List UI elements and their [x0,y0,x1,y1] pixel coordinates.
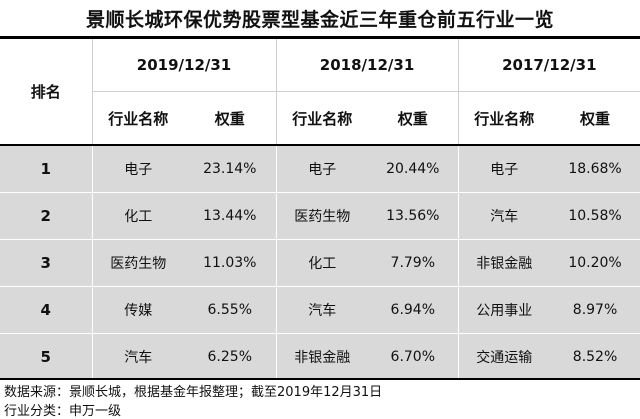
table-row: 1 电子 23.14% 电子 20.44% 电子 18.68% [0,144,640,193]
rank-cell: 5 [0,333,92,380]
weight-cell: 6.94% [368,286,459,334]
weight-cell: 11.03% [184,239,277,287]
industry-header: 行业名称 [457,91,551,146]
weight-cell: 6.25% [184,333,277,380]
industry-cell: 医药生物 [275,192,369,240]
rank-cell: 2 [0,192,92,240]
industry-cell: 非银金融 [275,333,369,380]
industry-cell: 非银金融 [457,239,551,287]
classification-note: 行业分类：申万一级 [4,404,122,419]
top-rule [0,36,640,39]
industry-cell: 传媒 [91,286,184,334]
industry-header: 行业名称 [91,91,184,146]
weight-header: 权重 [550,91,640,146]
rank-cell: 4 [0,286,92,334]
rank-header: 排名 [0,39,92,146]
industry-cell: 汽车 [91,333,184,380]
industry-header: 行业名称 [275,91,369,146]
weight-cell: 8.97% [550,286,640,334]
industry-cell: 汽车 [457,192,551,240]
industry-cell: 电子 [91,144,184,193]
table-row: 4 传媒 6.55% 汽车 6.94% 公用事业 8.97% [0,286,640,334]
industry-cell: 公用事业 [457,286,551,334]
table-title: 景顺长城环保优势股票型基金近三年重仓前五行业一览 [85,8,554,31]
industry-cell: 电子 [275,144,369,193]
weight-cell: 6.55% [184,286,277,334]
weight-cell: 20.44% [368,144,459,193]
period-header-2017: 2017/12/31 [457,39,640,92]
industry-cell: 化工 [275,239,369,287]
industry-cell: 化工 [91,192,184,240]
weight-cell: 7.79% [368,239,459,287]
bottom-rule [0,378,640,380]
weight-header: 权重 [368,91,459,146]
weight-cell: 13.56% [368,192,459,240]
weight-cell: 8.52% [550,333,640,380]
period-header-2018: 2018/12/31 [275,39,459,92]
source-note: 数据来源：景顺长城，根据基金年报整理；截至2019年12月31日 [4,385,383,400]
industry-cell: 医药生物 [91,239,184,287]
weight-cell: 6.70% [368,333,459,380]
table-row: 3 医药生物 11.03% 化工 7.79% 非银金融 10.20% [0,239,640,287]
rank-cell: 1 [0,144,92,193]
industry-cell: 电子 [457,144,551,193]
weight-cell: 10.20% [550,239,640,287]
table-row: 2 化工 13.44% 医药生物 13.56% 汽车 10.58% [0,192,640,240]
industry-weight-table: 排名 2019/12/31 2018/12/31 2017/12/31 行业名称… [0,39,640,380]
rank-cell: 3 [0,239,92,287]
weight-header: 权重 [184,91,277,146]
period-header-2019: 2019/12/31 [91,39,277,92]
table-row: 5 汽车 6.25% 非银金融 6.70% 交通运输 8.52% [0,333,640,380]
weight-cell: 13.44% [184,192,277,240]
weight-cell: 10.58% [550,192,640,240]
industry-cell: 汽车 [275,286,369,334]
weight-cell: 23.14% [184,144,277,193]
industry-cell: 交通运输 [457,333,551,380]
weight-cell: 18.68% [550,144,640,193]
